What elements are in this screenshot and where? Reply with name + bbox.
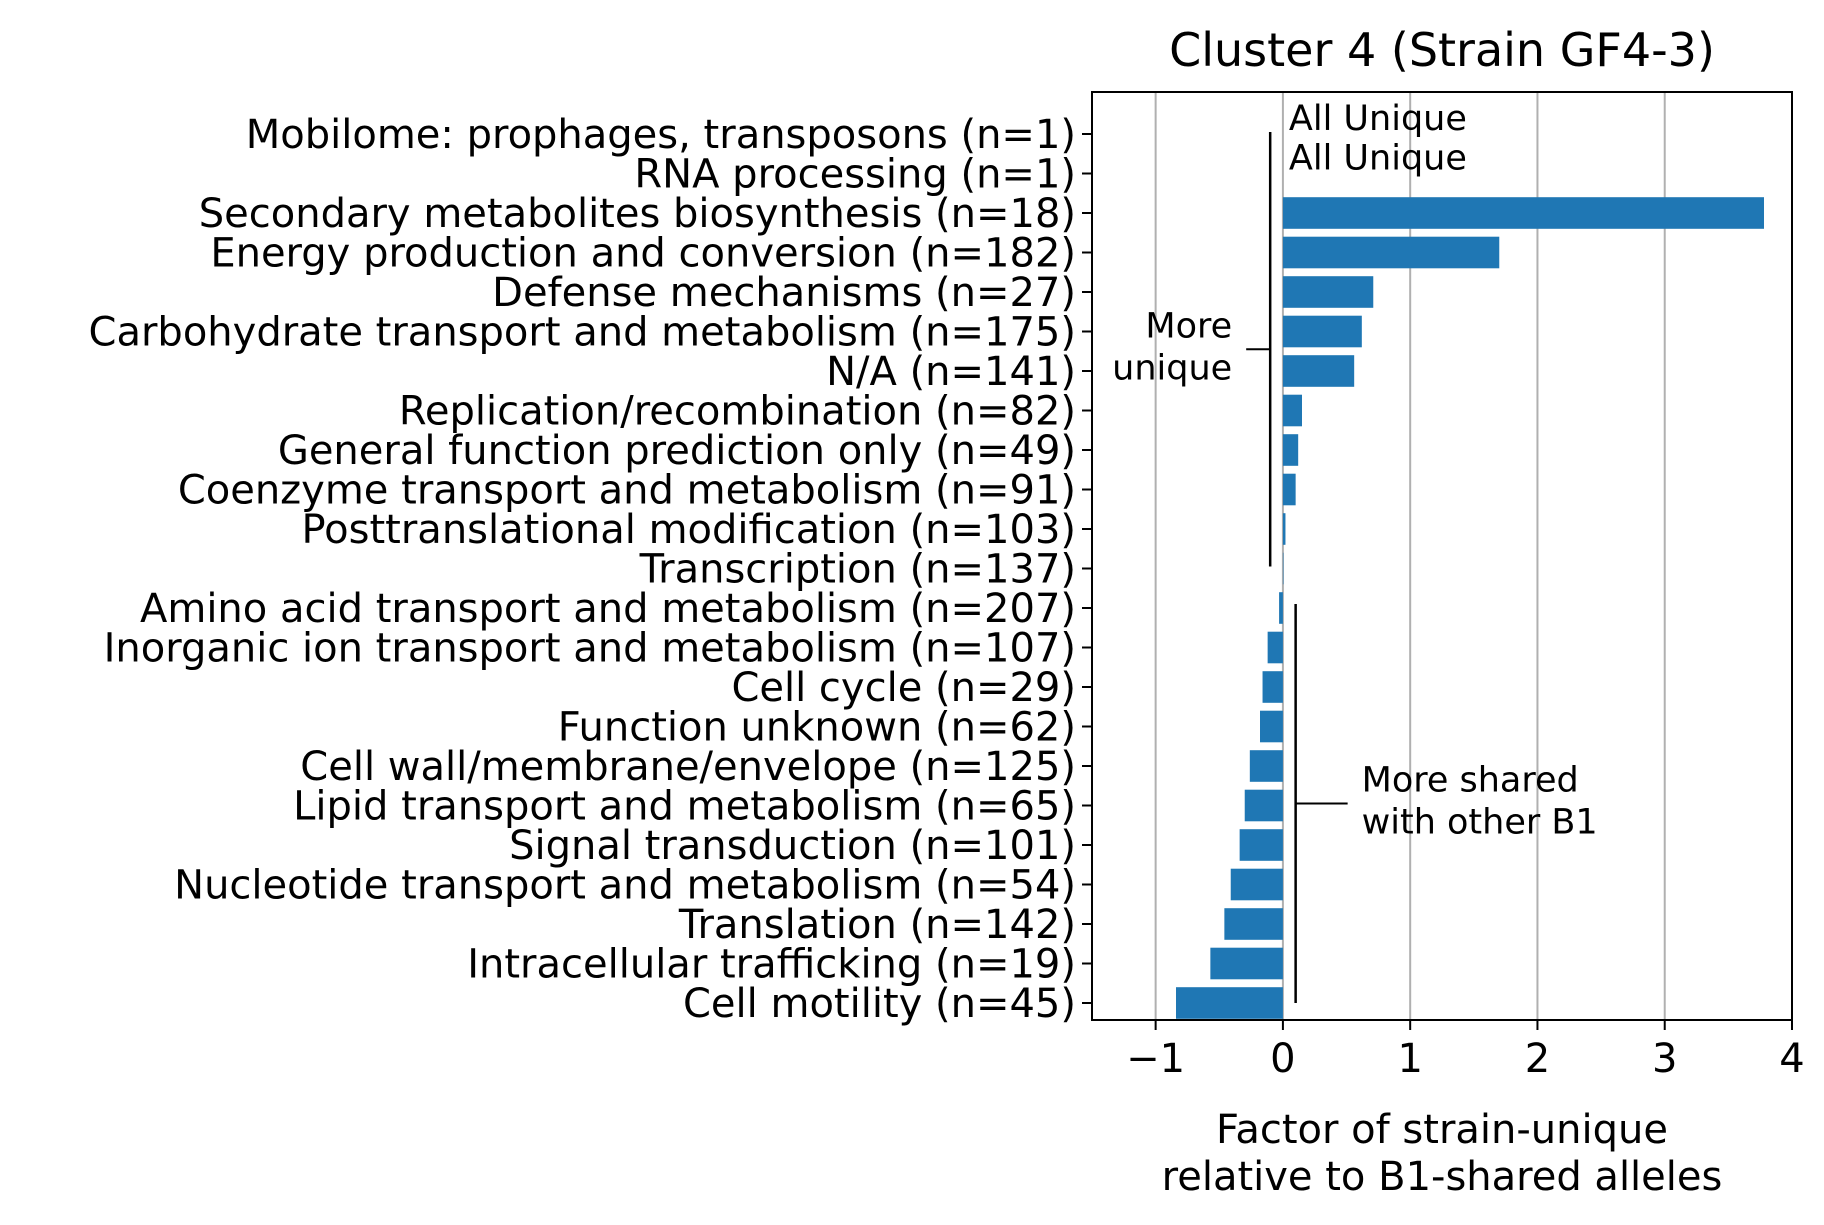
y-tick-label: Posttranslational modification (n=103) xyxy=(301,507,1076,553)
y-tick-label: Transcription (n=137) xyxy=(639,547,1076,593)
bar xyxy=(1282,236,1500,269)
chart-title: Cluster 4 (Strain GF4-3) xyxy=(1169,23,1715,77)
y-tick-label: N/A (n=141) xyxy=(826,349,1076,395)
bar xyxy=(1282,473,1296,506)
y-tick-label: Translation (n=142) xyxy=(678,902,1076,948)
all-unique-label: All Unique xyxy=(1289,139,1467,179)
y-tick-label: Replication/recombination (n=82) xyxy=(399,389,1076,435)
x-tick-label: −1 xyxy=(1126,1036,1185,1082)
bar xyxy=(1249,750,1283,782)
bar xyxy=(1282,394,1302,427)
bar xyxy=(1239,829,1283,861)
bar xyxy=(1279,592,1283,624)
y-tick-label: Intracellular trafficking (n=19) xyxy=(467,942,1076,988)
bar xyxy=(1224,908,1283,940)
x-tick-label: 3 xyxy=(1652,1036,1677,1082)
bar xyxy=(1282,552,1284,585)
y-tick-label: Carbohydrate transport and metabolism (n… xyxy=(89,310,1076,356)
y-tick-label: Cell cycle (n=29) xyxy=(731,665,1076,711)
y-tick-label: Inorganic ion transport and metabolism (… xyxy=(104,626,1076,672)
bar xyxy=(1282,197,1764,229)
bar xyxy=(1230,868,1283,901)
bar xyxy=(1282,513,1286,545)
y-tick-label: RNA processing (n=1) xyxy=(634,152,1076,198)
bar xyxy=(1282,434,1299,466)
bar xyxy=(1260,710,1283,743)
x-tick-label: 4 xyxy=(1779,1036,1804,1082)
bar xyxy=(1282,315,1362,348)
plot-frame xyxy=(1091,91,1793,1021)
more-unique-label: unique xyxy=(1112,348,1232,388)
bar xyxy=(1244,789,1283,822)
y-tick-label: Amino acid transport and metabolism (n=2… xyxy=(140,586,1076,632)
bars xyxy=(1176,197,1764,1019)
x-tick-label: 0 xyxy=(1270,1036,1295,1082)
y-tick-label: Signal transduction (n=101) xyxy=(509,823,1076,869)
y-tick-label: General function prediction only (n=49) xyxy=(278,428,1076,474)
more-unique-label: More xyxy=(1145,306,1232,346)
bar xyxy=(1282,355,1355,387)
bar xyxy=(1267,631,1283,664)
x-tick-label: 1 xyxy=(1397,1036,1422,1082)
y-tick-label: Lipid transport and metabolism (n=65) xyxy=(293,784,1076,830)
y-tick-label: Function unknown (n=62) xyxy=(558,705,1076,751)
bar xyxy=(1176,987,1283,1019)
more-shared-label: with other B1 xyxy=(1362,803,1598,843)
x-axis: −1 0 1 2 3 4 xyxy=(1126,1020,1805,1082)
x-axis-label-line-2: relative to B1-shared alleles xyxy=(1162,1154,1723,1200)
x-tick-label: 2 xyxy=(1525,1036,1550,1082)
bar xyxy=(1262,671,1283,703)
y-tick-label: Nucleotide transport and metabolism (n=5… xyxy=(174,863,1076,909)
bar xyxy=(1210,947,1283,980)
bar xyxy=(1282,276,1374,308)
y-tick-label: Defense mechanisms (n=27) xyxy=(492,270,1076,316)
more-shared-label: More shared xyxy=(1362,761,1579,801)
y-tick-label: Energy production and conversion (n=182) xyxy=(210,231,1076,277)
y-tick-label: Mobilome: prophages, transposons (n=1) xyxy=(246,112,1076,158)
x-axis-label-line-1: Factor of strain-unique xyxy=(1216,1107,1668,1153)
y-axis: Mobilome: prophages, transposons (n=1)RN… xyxy=(89,112,1092,1027)
y-tick-label: Cell wall/membrane/envelope (n=125) xyxy=(300,744,1076,790)
y-tick-label: Cell motility (n=45) xyxy=(683,981,1076,1027)
y-tick-label: Coenzyme transport and metabolism (n=91) xyxy=(178,468,1076,514)
all-unique-label: All Unique xyxy=(1289,99,1467,139)
y-tick-label: Secondary metabolites biosynthesis (n=18… xyxy=(199,191,1076,237)
